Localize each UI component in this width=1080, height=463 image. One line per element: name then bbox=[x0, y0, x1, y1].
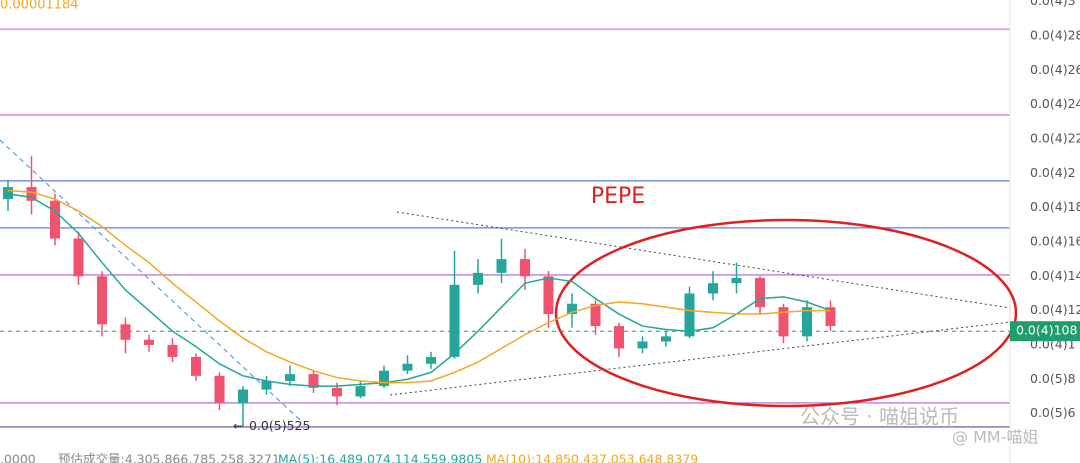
candle-body bbox=[355, 386, 366, 397]
ma-line bbox=[7, 189, 831, 384]
candle-body bbox=[684, 293, 695, 337]
y-tick-label: 0.0(4)26 bbox=[1030, 62, 1080, 77]
y-tick-label: 0.0(5)6 bbox=[1030, 405, 1076, 420]
last-price-label: 0.0(4)108 bbox=[1016, 323, 1077, 338]
y-tick-label: 0.0(4)24 bbox=[1030, 96, 1080, 111]
trendline bbox=[396, 211, 1011, 309]
annotation-title: PEPE bbox=[591, 184, 645, 209]
candle-body bbox=[731, 278, 742, 284]
candle-body bbox=[802, 307, 812, 337]
candle-body bbox=[449, 284, 460, 357]
candle-body bbox=[496, 259, 507, 273]
candle-body bbox=[543, 276, 554, 315]
candle-body bbox=[285, 374, 295, 381]
candle-body bbox=[825, 307, 836, 327]
ma-line bbox=[7, 193, 831, 387]
footer-stat: 预估成交量:4,305,866,785,258.3271 bbox=[58, 452, 280, 463]
watermark: @ MM-喵姐 bbox=[952, 428, 1038, 447]
candle-body bbox=[637, 341, 648, 349]
low-label: 0.0(5)525 bbox=[249, 418, 310, 433]
candle-body bbox=[708, 283, 718, 294]
y-tick-label: 0.0(4)16 bbox=[1030, 233, 1080, 248]
candle-body bbox=[50, 200, 60, 239]
candle-body bbox=[402, 363, 413, 371]
candle-body bbox=[332, 387, 342, 397]
footer-stat: MA(10):14,850,437,053,648.8379 bbox=[486, 452, 698, 463]
candle-body bbox=[426, 356, 436, 364]
candle-body bbox=[755, 278, 765, 308]
low-arrow: ← bbox=[233, 419, 243, 433]
candle-body bbox=[567, 303, 577, 315]
footer-stat: 0.0000 bbox=[0, 452, 36, 463]
y-tick-label: 0.0(4)18 bbox=[1030, 199, 1080, 214]
candle-body bbox=[379, 370, 389, 387]
candle-body bbox=[238, 389, 248, 404]
candle-body bbox=[590, 303, 601, 327]
y-tick-label: 0.0(4)2 bbox=[1030, 165, 1076, 180]
last-price-tag bbox=[1010, 321, 1080, 342]
candle-body bbox=[120, 324, 131, 340]
trendline bbox=[389, 321, 1011, 396]
candle-body bbox=[214, 375, 225, 404]
candle-body bbox=[520, 259, 530, 277]
candle-body bbox=[3, 187, 13, 200]
candle-body bbox=[191, 356, 201, 376]
y-tick-label: 0.0(4)14 bbox=[1030, 268, 1080, 283]
watermark: 公众号 · 喵姐说币 bbox=[800, 405, 959, 429]
candle-body bbox=[97, 276, 107, 325]
candle-body bbox=[261, 380, 272, 390]
candle-body bbox=[144, 339, 154, 345]
y-tick-label: 0.0(4)22 bbox=[1030, 131, 1080, 146]
candle-body bbox=[73, 238, 84, 277]
y-tick-label: 0.0(4)3 bbox=[1030, 0, 1076, 8]
candle-body bbox=[614, 326, 624, 349]
y-tick-label: 0.0(4)28 bbox=[1030, 28, 1080, 43]
candle-body bbox=[661, 336, 671, 342]
candle-body bbox=[308, 374, 319, 388]
candle-body bbox=[167, 344, 178, 357]
candle-body bbox=[778, 307, 789, 337]
footer-stat: MA(5):16,489,074,114,559.9805 bbox=[278, 452, 482, 463]
candle-body bbox=[26, 187, 37, 201]
candle-body bbox=[473, 272, 483, 285]
highlight-ellipse bbox=[554, 218, 1018, 408]
top-label: 0.00001184 bbox=[0, 0, 79, 13]
y-tick-label: 0.0(5)8 bbox=[1030, 371, 1076, 386]
y-tick-label: 0.0(4)12 bbox=[1030, 302, 1080, 317]
